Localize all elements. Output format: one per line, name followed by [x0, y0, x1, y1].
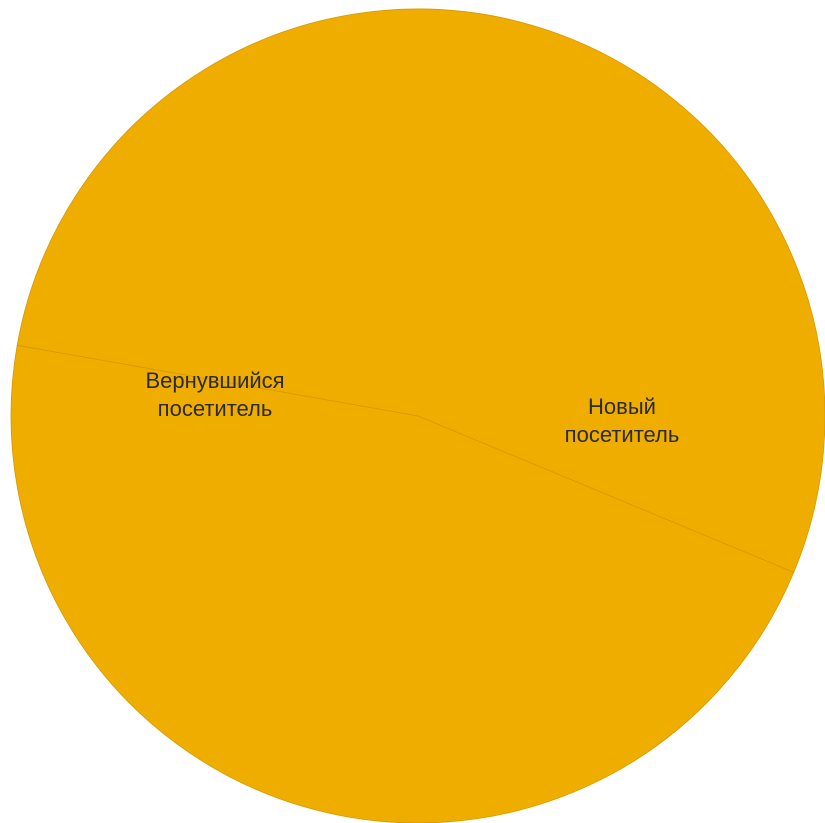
pie-slice-label-0: Вернувшийся посетитель — [145, 368, 284, 421]
pie-slice-label-line: посетитель — [158, 396, 273, 421]
pie-slice-0 — [16, 8, 825, 573]
pie-slice-label-line: посетитель — [565, 422, 680, 447]
pie-slice-label-1: Новый посетитель — [565, 394, 680, 447]
pie-slice-label-line: Вернувшийся — [145, 368, 284, 393]
pie-slice-1 — [10, 344, 795, 823]
pie-slice-label-line: Новый — [588, 394, 656, 419]
pie-labels: Вернувшийся посетитель Новый посетитель — [145, 368, 679, 447]
pie-slices — [10, 8, 825, 823]
